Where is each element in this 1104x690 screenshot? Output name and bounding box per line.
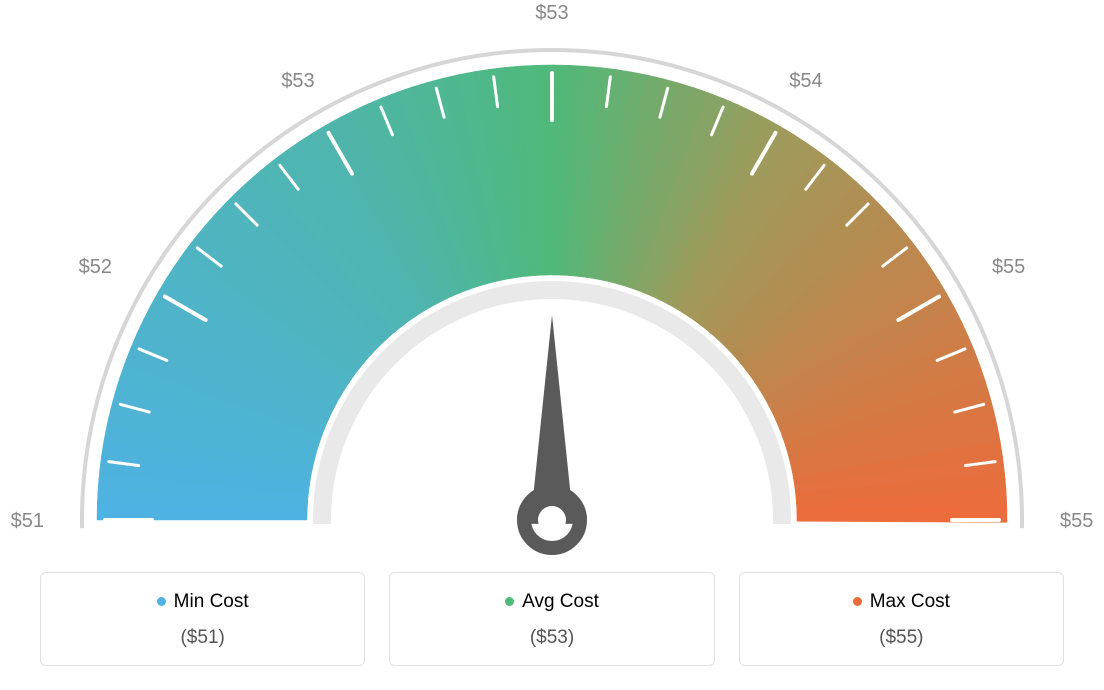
legend-row: Min Cost ($51) Avg Cost ($53) Max Cost (… [40,572,1064,666]
legend-value-max: ($55) [752,627,1051,649]
svg-text:$54: $54 [789,70,822,92]
legend-label-max: Max Cost [870,591,950,612]
legend-label-min: Min Cost [174,591,249,612]
legend-value-avg: ($53) [402,627,701,649]
legend-value-min: ($51) [53,627,352,649]
legend-card-min: Min Cost ($51) [40,572,365,666]
legend-card-avg: Avg Cost ($53) [389,572,714,666]
legend-label-avg: Avg Cost [522,591,599,612]
legend-dot-avg [505,597,514,606]
svg-text:$51: $51 [11,510,44,532]
legend-card-max: Max Cost ($55) [739,572,1064,666]
legend-title-max: Max Cost [752,591,1051,613]
svg-text:$55: $55 [992,256,1025,278]
svg-text:$55: $55 [1060,510,1093,532]
cost-gauge-chart: $51 $52 $53 $53 $54 $55 $55 [0,0,1104,560]
legend-title-min: Min Cost [53,591,352,613]
legend-dot-max [853,597,862,606]
legend-dot-min [157,597,166,606]
svg-text:$53: $53 [535,2,568,24]
svg-text:$52: $52 [79,256,112,278]
legend-title-avg: Avg Cost [402,591,701,613]
svg-text:$53: $53 [281,70,314,92]
